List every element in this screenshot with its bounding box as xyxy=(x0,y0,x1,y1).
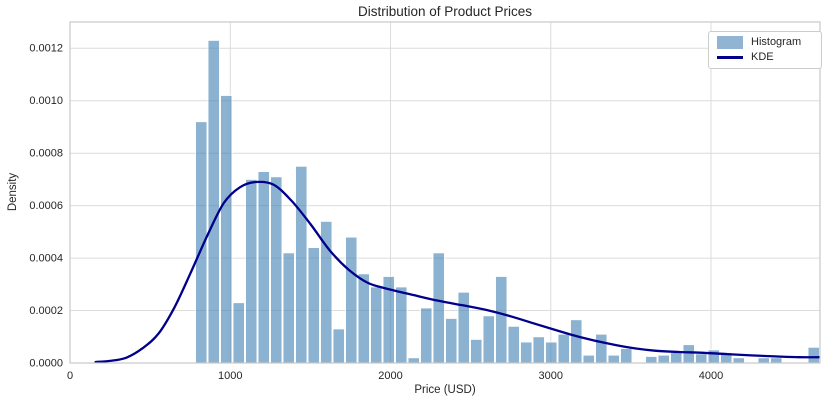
histogram-bar xyxy=(395,286,408,363)
histogram-bar xyxy=(807,346,820,363)
legend: Histogram KDE xyxy=(708,31,822,69)
x-tick-label: 2000 xyxy=(378,370,402,382)
histogram-bar xyxy=(695,353,708,363)
y-tick-label: 0.0008 xyxy=(29,148,63,160)
histogram-bar xyxy=(757,357,770,363)
histogram-bar xyxy=(257,171,270,363)
histogram-bar xyxy=(720,352,733,363)
y-tick-label: 0.0004 xyxy=(29,253,63,265)
histogram-bar xyxy=(282,252,295,363)
x-tick-label: 4000 xyxy=(699,370,723,382)
x-tick-label: 3000 xyxy=(539,370,563,382)
histogram-bar xyxy=(220,94,233,363)
histogram-bar xyxy=(557,333,570,363)
legend-item-kde: KDE xyxy=(717,51,813,64)
histogram-swatch xyxy=(717,36,743,49)
histogram-bar xyxy=(682,344,695,363)
histogram-bar xyxy=(470,338,483,363)
histogram-bar xyxy=(545,341,558,363)
histogram-bar xyxy=(570,319,583,363)
histogram-bar xyxy=(195,121,208,363)
legend-label-kde: KDE xyxy=(751,51,774,63)
histogram-bar xyxy=(432,252,445,363)
histogram-bar xyxy=(657,354,670,363)
histogram-bar xyxy=(770,357,783,363)
histogram-bar xyxy=(482,315,495,363)
y-tick-label: 0.0002 xyxy=(29,305,63,317)
histogram-bar xyxy=(607,354,620,363)
histogram-bar xyxy=(345,236,358,363)
histogram-bar xyxy=(357,273,370,363)
x-tick-label: 0 xyxy=(67,370,73,382)
x-axis-label: Price (USD) xyxy=(414,384,476,396)
y-tick-label: 0.0012 xyxy=(29,43,63,55)
histogram-bar xyxy=(732,357,745,363)
histogram-bar xyxy=(507,325,520,363)
histogram-bar xyxy=(645,355,658,363)
legend-label-histogram: Histogram xyxy=(751,36,802,48)
histogram-bar xyxy=(407,357,420,363)
histogram-bar xyxy=(270,176,283,363)
histogram-bar xyxy=(207,39,220,363)
histogram-bar xyxy=(420,307,433,363)
histogram-bar xyxy=(370,286,383,363)
histogram-bar xyxy=(457,291,470,363)
histogram-bar xyxy=(295,165,308,363)
histogram-bar xyxy=(595,333,608,363)
plot-border xyxy=(69,21,821,364)
histogram-bar xyxy=(620,348,633,363)
histogram-bar xyxy=(532,336,545,363)
histogram-bar xyxy=(382,275,395,363)
y-tick-label: 0.0000 xyxy=(29,358,63,370)
histogram-bar xyxy=(445,317,458,363)
histogram-bar xyxy=(307,247,320,363)
kde-swatch xyxy=(717,56,743,59)
legend-item-histogram: Histogram xyxy=(717,36,813,49)
histogram-bar xyxy=(520,341,533,363)
x-tick-label: 1000 xyxy=(218,370,242,382)
histogram-bar xyxy=(320,220,333,363)
kde-curve xyxy=(94,180,820,363)
histogram-bar xyxy=(707,349,720,363)
histogram-bar xyxy=(495,275,508,363)
y-tick-label: 0.0010 xyxy=(29,95,63,107)
kde-series xyxy=(94,180,820,363)
histogram-bar xyxy=(332,328,345,363)
histogram-bar xyxy=(670,352,683,363)
chart-title: Distribution of Product Prices xyxy=(357,4,533,19)
histogram-bar xyxy=(245,178,258,363)
histogram-series xyxy=(195,39,820,363)
histogram-bar xyxy=(582,354,595,363)
y-tick-label: 0.0006 xyxy=(29,200,63,212)
histogram-bar xyxy=(232,302,245,363)
